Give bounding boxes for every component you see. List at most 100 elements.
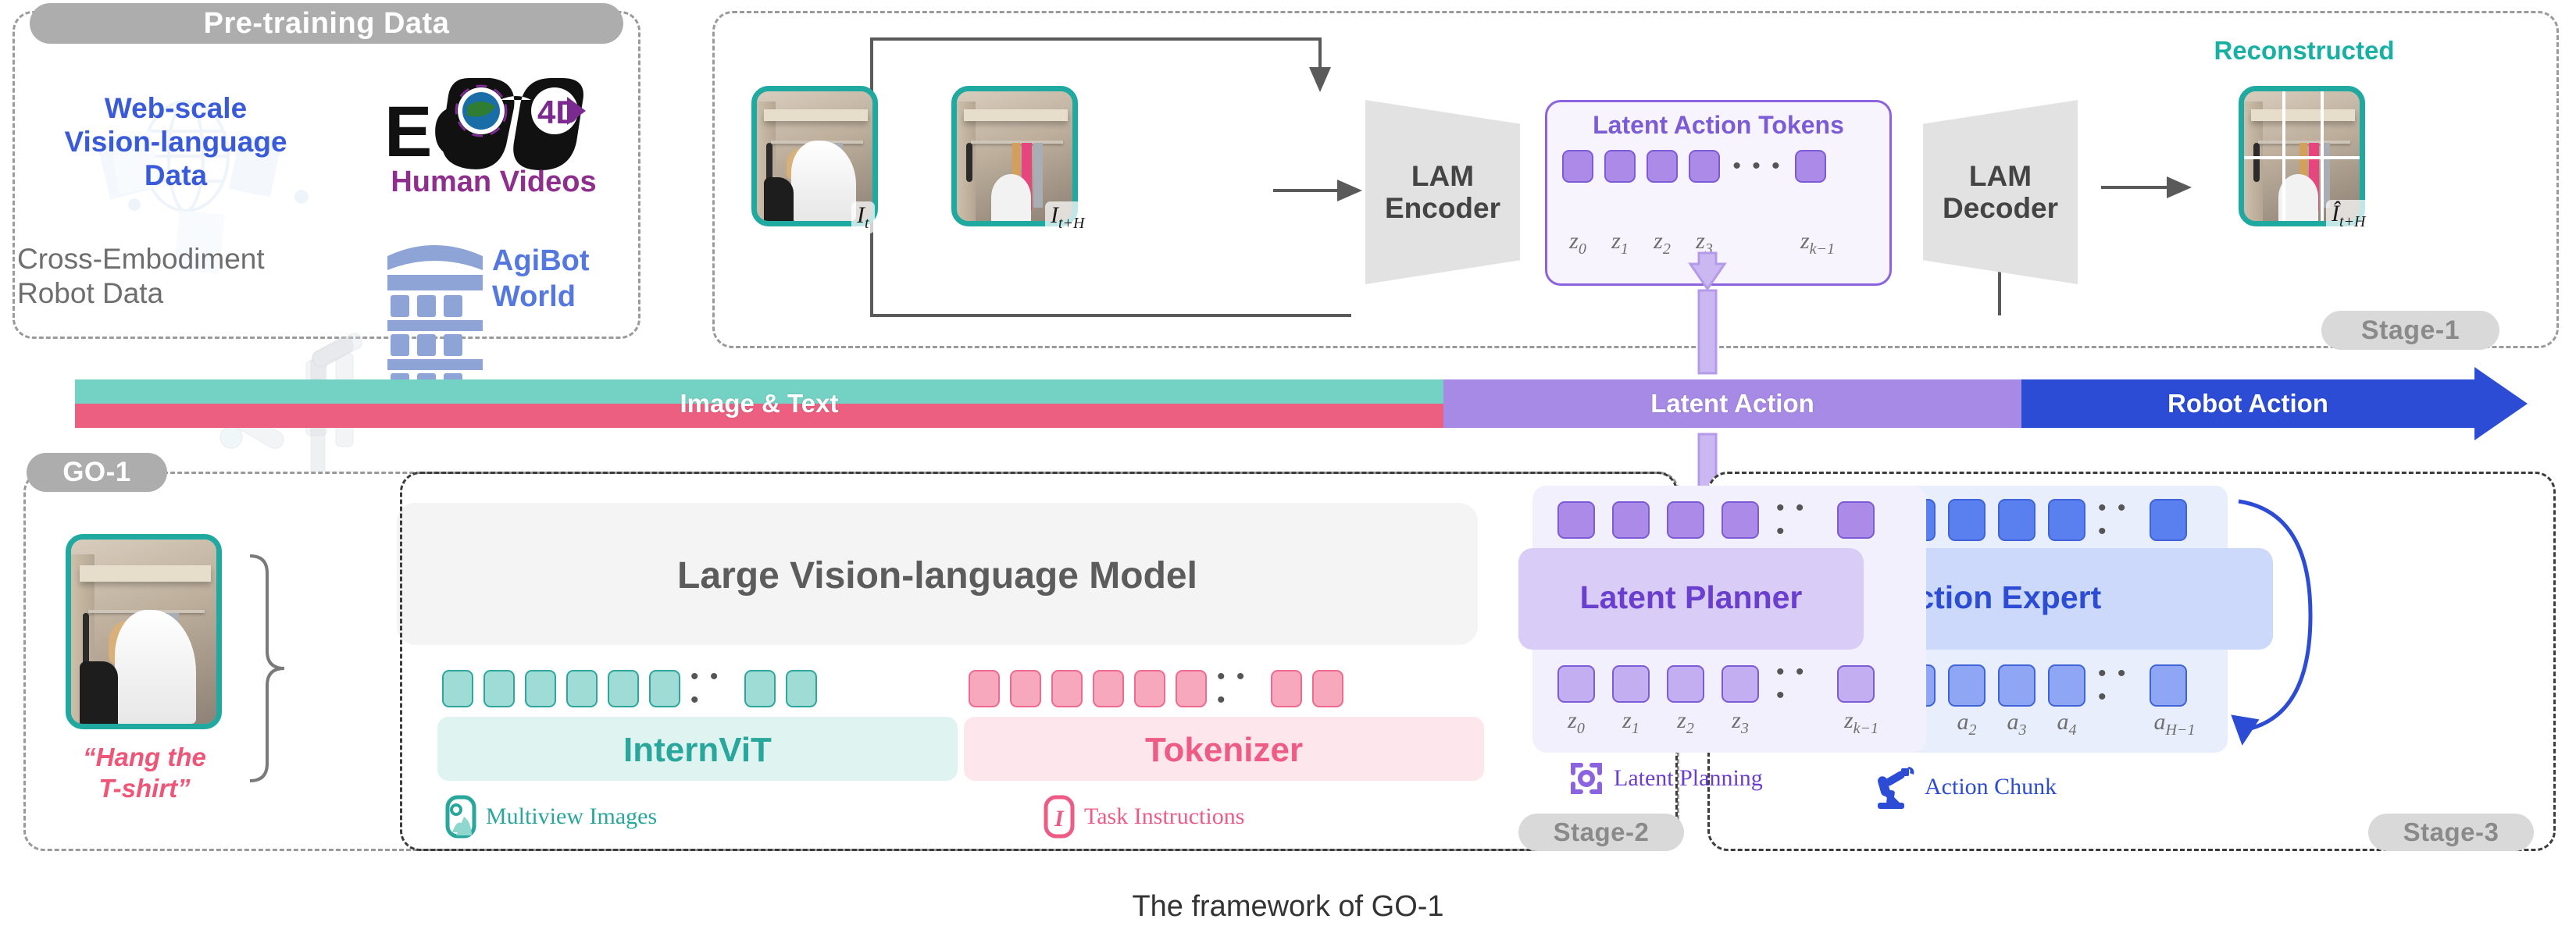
flow-arrow-head: [2474, 367, 2528, 440]
planner-token-chip: [1557, 501, 1595, 539]
planner-out-token-chip: [1837, 665, 1875, 703]
reconstructed-title: Reconstructed: [2214, 36, 2395, 65]
modality-flow-bar: Image & Text Latent Action Robot Action: [75, 367, 2528, 440]
latent-token-chip: [1689, 150, 1720, 183]
svg-text:I: I: [1054, 806, 1065, 832]
latent-token-chip: [1647, 150, 1678, 183]
planner-out-token-chip: [1721, 665, 1759, 703]
action-expert-label: Action Expert: [1893, 579, 2102, 615]
planner-token-chip: [1667, 501, 1704, 539]
robot-arm-icon: [1878, 767, 1914, 809]
flow-label-latent-action: Latent Action: [1650, 389, 1814, 418]
frame-future-label: It+H: [1045, 201, 1090, 233]
zk-label: zk−1: [1843, 707, 1879, 737]
flow-segment-robot-action: Robot Action: [2021, 379, 2474, 428]
text-token-chip: [1176, 670, 1207, 707]
instruction-I-icon: I: [1044, 795, 1075, 839]
lam-decoder-block: LAM Decoder: [1923, 100, 2078, 284]
reconstruction-grid-overlay: [2244, 91, 2360, 221]
action-token-chip: [1948, 499, 1986, 541]
latent-action-tokens-title: Latent Action Tokens: [1593, 111, 1844, 139]
vlm-title: Large Vision-language Model: [677, 555, 1197, 597]
vision-token-chip: [786, 670, 817, 707]
pretraining-data-panel: [12, 11, 640, 339]
latent-planning-label: Latent Planning: [1614, 765, 1763, 791]
planner-token-labels: z0 z1 z2 z3 zk−1: [1557, 707, 1886, 738]
latent-token-labels: z0 z1 z2 z3 zk−1: [1562, 228, 1840, 258]
z0-label: z0: [1568, 707, 1585, 737]
task-instructions-label: Task Instructions: [1084, 803, 1245, 829]
figure-caption: The framework of GO-1: [1132, 890, 1444, 923]
ellipsis: • • •: [1732, 153, 1782, 179]
frame-reconstructed-label: Ît+H: [2326, 200, 2371, 232]
action-token-chip: [2150, 499, 2187, 541]
ellipsis: • • •: [2098, 661, 2128, 710]
text-token-row: • • •: [969, 665, 1343, 712]
go1-badge: GO-1: [27, 453, 167, 492]
internvit-block: [437, 717, 958, 781]
ellipsis: • • •: [1776, 659, 1807, 708]
vision-token-row: • • •: [442, 665, 817, 712]
zk-label: zk−1: [1800, 228, 1836, 258]
action-chunk-legend: Action Chunk: [1870, 764, 2057, 810]
text-token-chip: [1271, 670, 1302, 707]
text-token-chip: [1093, 670, 1124, 707]
text-token-chip: [969, 670, 1000, 707]
pretraining-title: Pre-training Data: [203, 6, 450, 40]
latent-token-chip: [1604, 150, 1636, 183]
vision-token-chip: [525, 670, 556, 707]
vision-token-chip: [483, 670, 515, 707]
pretraining-item-web-label: Web-scale Vision-language Data: [64, 92, 287, 191]
z3-label: z3: [1696, 228, 1713, 258]
latent-token-row: • • •: [1562, 150, 1826, 183]
z2-label: z2: [1677, 707, 1694, 737]
planner-output-token-row: • • •: [1557, 661, 1875, 707]
frame-current-label: It: [851, 201, 875, 233]
stage2-badge: Stage-2: [1518, 814, 1684, 851]
action-out-token-chip: [1948, 664, 1986, 707]
frame-photo: [957, 91, 1072, 221]
aH-label: aH−1: [2153, 709, 2196, 739]
ellipsis: • • •: [1217, 664, 1247, 713]
flow-segment-image-text: Image & Text: [75, 379, 1443, 428]
a2-label: a2: [1957, 709, 1977, 739]
tokenizer-block: [964, 717, 1484, 781]
pretraining-item-agibot-label: AgiBot World: [492, 244, 590, 313]
latent-planner-block: [1518, 548, 1864, 650]
image-photo-icon: [445, 795, 476, 839]
text-token-chip: [1134, 670, 1165, 707]
planner-out-token-chip: [1557, 665, 1595, 703]
planner-out-token-chip: [1667, 665, 1704, 703]
action-out-token-chip: [1998, 664, 2035, 707]
ellipsis: • • •: [1776, 495, 1807, 544]
stage3-badge: Stage-3: [2368, 814, 2534, 851]
multiview-images-label: Multiview Images: [486, 803, 658, 829]
planner-token-chip: [1837, 501, 1875, 539]
action-token-chip: [1998, 499, 2035, 541]
text-token-chip: [1010, 670, 1041, 707]
frame-reconstructed-image: [2239, 86, 2365, 226]
vision-token-chip: [649, 670, 680, 707]
lam-decoder-label: LAM Decoder: [1942, 159, 2059, 224]
a4-label: a4: [2057, 709, 2077, 739]
z2-label: z2: [1654, 228, 1671, 258]
go1-instruction-text: “Hang the T-shirt”: [83, 743, 206, 803]
text-token-chip: [1312, 670, 1343, 707]
lam-encoder-block: LAM Encoder: [1365, 100, 1520, 284]
focus-target-icon: [1571, 763, 1602, 794]
vlm-block: [397, 503, 1478, 645]
latent-token-chip: [1562, 150, 1593, 183]
latent-token-chip: [1795, 150, 1826, 183]
stage1-badge: Stage-1: [2321, 311, 2499, 350]
flow-label-image-text: Image & Text: [680, 389, 839, 418]
frame-photo: [757, 91, 872, 221]
z1-label: z1: [1611, 228, 1629, 258]
vision-token-chip: [608, 670, 639, 707]
action-chunk-label: Action Chunk: [1925, 774, 2057, 800]
latent-planning-legend: Latent Planning: [1568, 760, 1763, 796]
pretraining-item-ego4d-label: Human Videos: [391, 166, 597, 198]
planner-input-token-row: • • •: [1557, 497, 1875, 543]
flow-segment-latent-action: Latent Action: [1443, 379, 2021, 428]
ellipsis: • • •: [2098, 495, 2128, 544]
text-token-chip: [1051, 670, 1083, 707]
